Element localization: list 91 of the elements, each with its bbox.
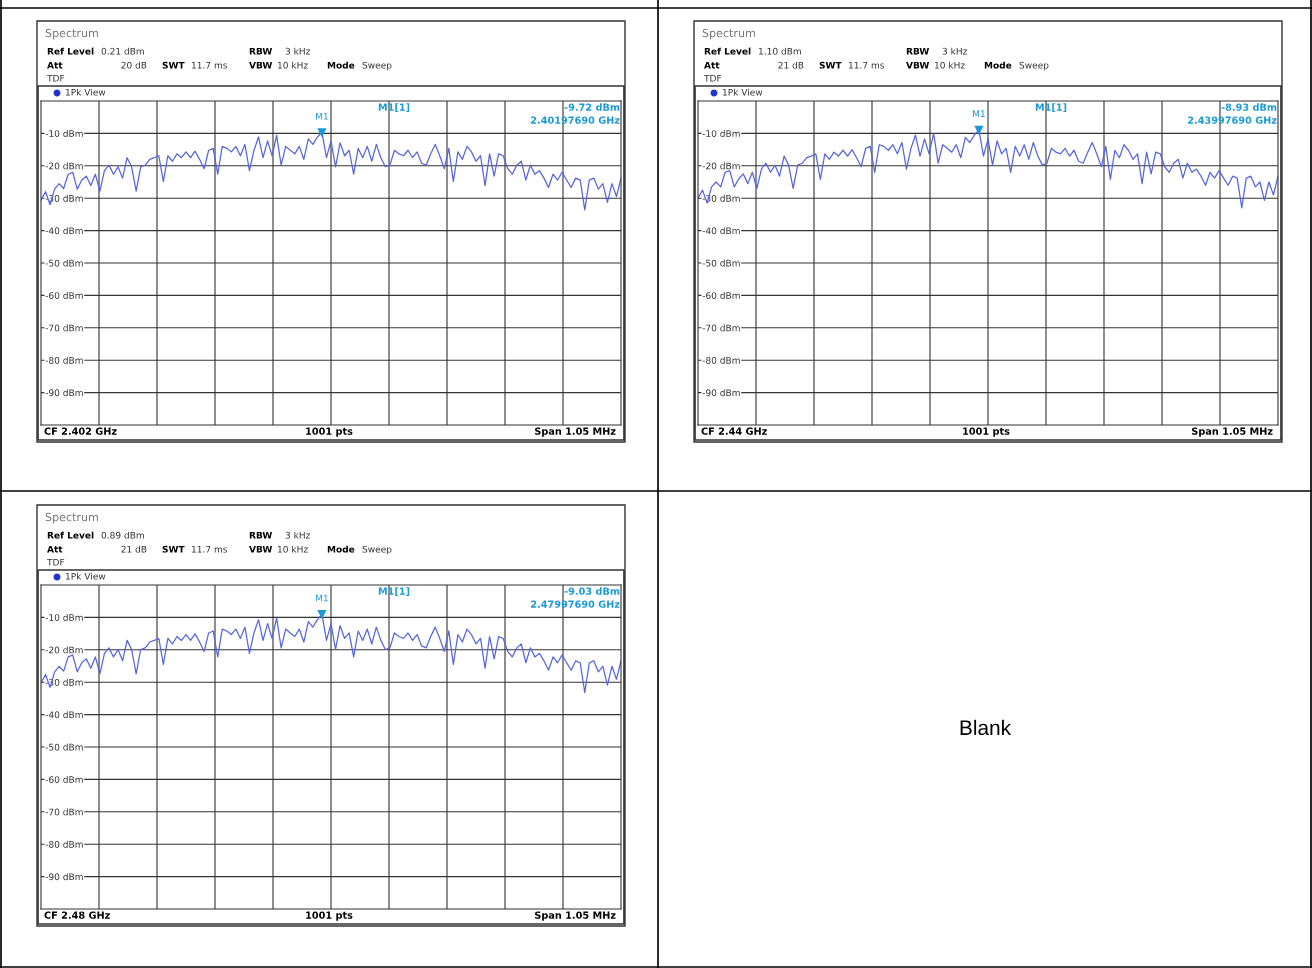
text: Sweep (362, 61, 392, 71)
annotation: -8.93 dBm (1221, 103, 1277, 111)
y-tick-label: -10 dBm (45, 613, 83, 621)
y-tick-label: -70 dBm (45, 808, 83, 816)
y-tick-label: -50 dBm (45, 743, 83, 751)
text: VBW (906, 61, 930, 69)
y-tick-label: -80 dBm (702, 356, 740, 364)
text: 1Pk View (722, 88, 763, 96)
text: 11.7 ms (848, 61, 885, 69)
text: RBW (249, 531, 273, 539)
text: CF 2.44 GHz (701, 427, 767, 435)
text: 3 kHz (942, 47, 967, 55)
text: Att (47, 545, 63, 553)
y-tick-label: -90 dBm (702, 389, 740, 397)
y-tick-label: -80 dBm (45, 356, 83, 364)
text: 0.89 dBm (101, 531, 144, 539)
text: SWT (162, 61, 185, 69)
text: 11.7 ms (191, 545, 228, 553)
text: SWT (162, 545, 185, 553)
y-tick-label: -60 dBm (702, 291, 740, 299)
text: Att (47, 61, 63, 69)
text: RBW (249, 47, 273, 55)
text: 1001 pts (306, 911, 353, 921)
annotation: -9.72 dBm (564, 103, 620, 111)
annotation: M1[1] (1035, 103, 1067, 112)
y-tick-label: -50 dBm (702, 259, 740, 267)
text: Sweep (362, 545, 392, 555)
text: TDF (46, 74, 65, 82)
text: 3 kHz (285, 531, 310, 539)
annotation: 2.43997690 GHz (1188, 116, 1277, 124)
text: 21 dB (778, 61, 804, 69)
text: SWT (819, 61, 842, 69)
y-tick-label: -90 dBm (45, 873, 83, 881)
text: Ref Level (704, 47, 751, 55)
annotation: -9.03 dBm (564, 587, 620, 595)
text: Ref Level (47, 531, 94, 539)
annotation: M1 (973, 110, 985, 117)
y-tick-label: -40 dBm (45, 227, 83, 235)
text: Span 1.05 MHz (535, 427, 616, 437)
annotation: M1 (316, 594, 328, 602)
y-tick-label: -60 dBm (45, 291, 83, 299)
text: 1001 pts (963, 427, 1010, 437)
text: CF 2.48 GHz (44, 911, 110, 919)
y-tick-label: -20 dBm (702, 162, 740, 170)
text: Spectrum (45, 512, 98, 524)
text: Spectrum (702, 28, 755, 40)
text: Blank (960, 719, 1012, 736)
y-tick-label: -40 dBm (45, 711, 83, 719)
text: 3 kHz (285, 47, 310, 55)
text: 10 kHz (277, 545, 308, 553)
y-tick-label: -90 dBm (45, 389, 83, 397)
y-tick-label: -60 dBm (45, 775, 83, 783)
text: CF 2.402 GHz (44, 427, 117, 435)
text: Spectrum (45, 28, 98, 40)
text: 1001 pts (306, 427, 353, 437)
text: 1Pk View (65, 88, 106, 96)
y-tick-label: -40 dBm (702, 227, 740, 235)
annotation: 2.40197690 GHz (531, 116, 620, 124)
annotation: 2.47997690 GHz (531, 600, 620, 608)
text: 20 dB (121, 61, 147, 69)
y-tick-label: -20 dBm (45, 646, 83, 654)
text: Sweep (1019, 61, 1049, 71)
y-tick-label: -50 dBm (45, 259, 83, 267)
y-tick-label: -80 dBm (45, 840, 83, 848)
text: TDF (703, 74, 722, 82)
text: 10 kHz (934, 61, 965, 69)
annotation: M1[1] (378, 587, 410, 596)
y-tick-label: -10 dBm (702, 129, 740, 137)
text: 21 dB (121, 545, 147, 553)
y-tick-label: -20 dBm (45, 162, 83, 170)
text: 1Pk View (65, 572, 106, 580)
text: TDF (46, 558, 65, 566)
text: Mode (327, 61, 355, 69)
text: VBW (249, 61, 273, 69)
text: 10 kHz (277, 61, 308, 69)
y-tick-label: -70 dBm (45, 324, 83, 332)
text: RBW (906, 47, 930, 55)
text: VBW (249, 545, 273, 553)
y-tick-label: -10 dBm (45, 129, 83, 137)
text: Mode (327, 545, 355, 553)
text: Ref Level (47, 47, 94, 55)
annotation: M1[1] (378, 103, 410, 112)
text: 0.21 dBm (101, 47, 144, 55)
annotation: M1 (316, 112, 328, 120)
text: 11.7 ms (191, 61, 228, 69)
text: Span 1.05 MHz (1192, 427, 1273, 437)
text: 1.10 dBm (758, 47, 801, 55)
y-tick-label: -70 dBm (702, 324, 740, 332)
text: Mode (984, 61, 1012, 69)
text: Att (704, 61, 720, 69)
text: Span 1.05 MHz (535, 911, 616, 921)
